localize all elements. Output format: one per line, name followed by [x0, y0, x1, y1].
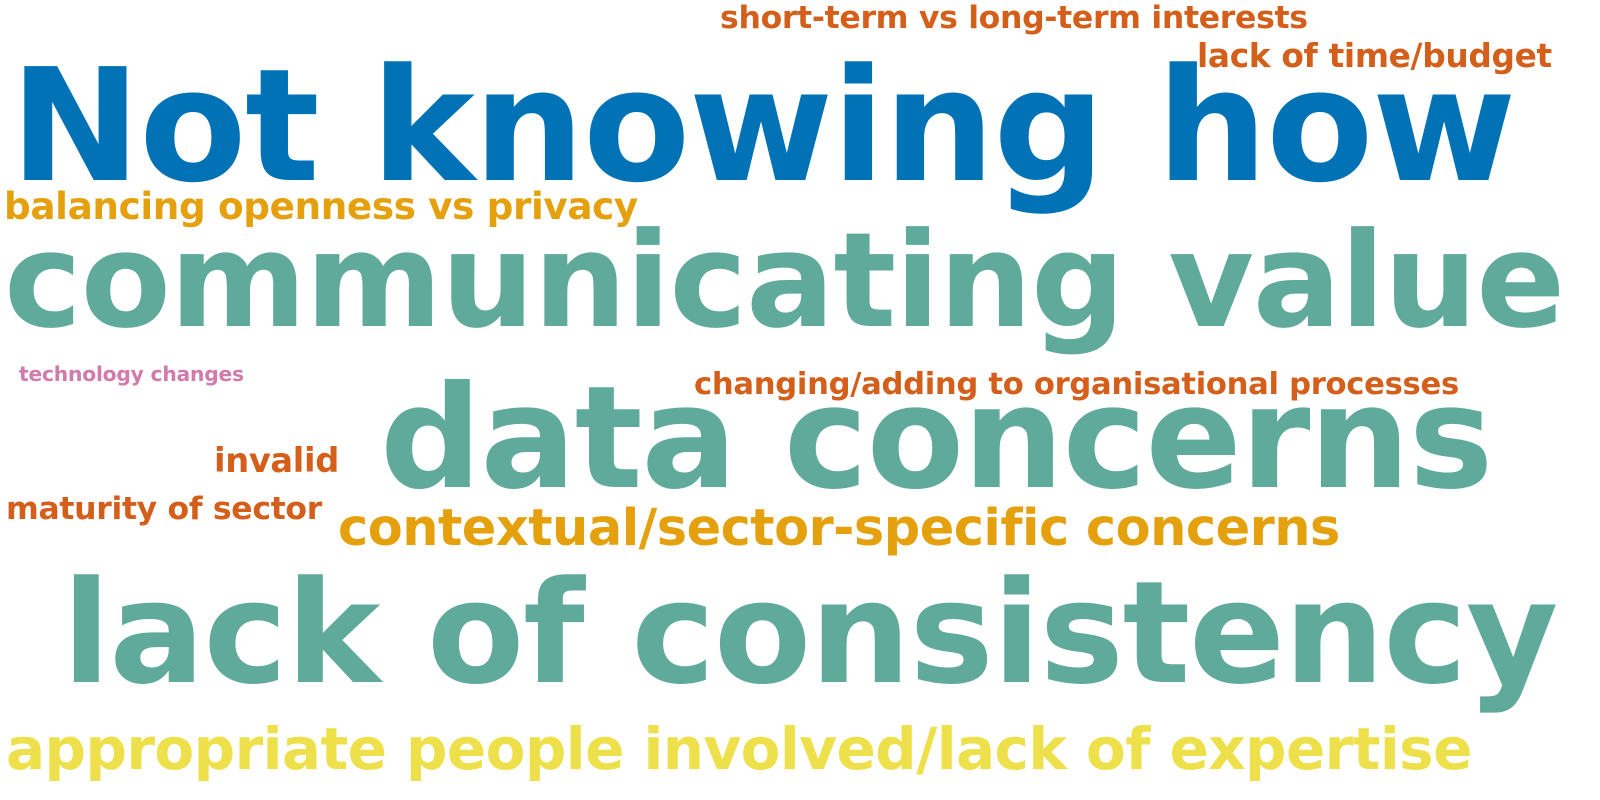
word-balancing-openness: balancing openness vs privacy [4, 184, 638, 229]
word-appropriate-people: appropriate people involved/lack of expe… [6, 715, 1472, 783]
word-communicating-value: communicating value [4, 205, 1565, 359]
word-short-term: short-term vs long-term interests [720, 0, 1308, 37]
word-lack-of-consistency: lack of consistency [62, 551, 1558, 717]
word-maturity-of-sector: maturity of sector [6, 491, 322, 528]
word-not-knowing-how: Not knowing how [10, 34, 1516, 217]
word-contextual-sector: contextual/sector-specific concerns [338, 498, 1340, 558]
word-technology-changes: technology changes [19, 361, 244, 386]
word-invalid: invalid [214, 441, 339, 481]
word-changing-adding: changing/adding to organisational proces… [694, 366, 1459, 402]
word-data-concerns: data concerns [380, 354, 1493, 521]
word-lack-of-time: lack of time/budget [1197, 36, 1552, 75]
